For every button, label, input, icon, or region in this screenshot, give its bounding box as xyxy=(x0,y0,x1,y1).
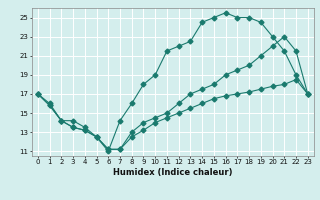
X-axis label: Humidex (Indice chaleur): Humidex (Indice chaleur) xyxy=(113,168,233,177)
